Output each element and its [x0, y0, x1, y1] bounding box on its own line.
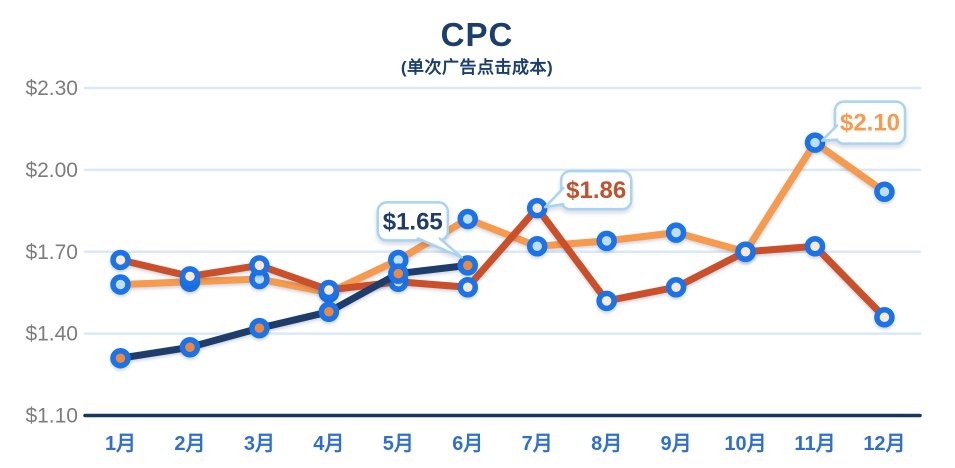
- callout-value-label: $1.65: [383, 208, 443, 235]
- data-point-dark-orange-line-12月: [874, 307, 895, 328]
- callout-value-label: $2.10: [840, 110, 900, 137]
- series-dark-orange-line: [110, 197, 895, 328]
- callout-$2.10: $2.10: [820, 100, 907, 145]
- data-point-navy-line-6月: [457, 255, 478, 276]
- series-navy-line: [110, 255, 478, 369]
- series-light-orange-line: [110, 132, 895, 303]
- callout-tail: [416, 237, 463, 259]
- callout-tail: [820, 124, 839, 142]
- callout-bubble: [833, 100, 907, 145]
- data-point-light-orange-line-8月: [596, 230, 617, 252]
- x-axis-month-label: 9月: [661, 433, 692, 455]
- data-point-dark-orange-line-8月: [596, 290, 617, 312]
- x-axis-month-label: 1月: [105, 433, 136, 455]
- x-axis-month-label: 12月: [863, 433, 905, 455]
- data-point-light-orange-line-6月: [457, 208, 478, 230]
- data-point-navy-line-5月: [388, 263, 409, 284]
- data-point-dark-orange-line-1月: [110, 249, 131, 271]
- data-point-dark-orange-line-7月: [526, 197, 548, 219]
- data-point-light-orange-line-9月: [665, 222, 687, 243]
- data-point-light-orange-line-11月: [804, 132, 826, 153]
- x-axis-month-label: 4月: [313, 433, 344, 455]
- x-axis-month-label: 2月: [174, 433, 205, 455]
- data-point-light-orange-line-7月: [526, 236, 548, 257]
- data-point-navy-line-2月: [179, 337, 201, 358]
- data-point-dark-orange-line-9月: [665, 276, 687, 298]
- x-axis-month-label: 8月: [591, 433, 622, 455]
- data-point-navy-line-4月: [318, 301, 340, 323]
- chart-header: CPC (单次广告点击成本): [401, 18, 553, 78]
- callout-bubble: [376, 201, 449, 242]
- callout-value-label: $1.86: [566, 177, 626, 204]
- data-point-dark-orange-line-11月: [804, 236, 826, 257]
- x-axis-month-label: 10月: [724, 433, 766, 455]
- data-point-dark-orange-line-6月: [457, 276, 478, 298]
- data-point-dark-orange-line-4月: [318, 279, 340, 301]
- x-axis-month-label: 5月: [383, 433, 414, 455]
- chart-subtitle: (单次广告点击成本): [400, 58, 554, 77]
- y-axis-tick-label: $2.00: [25, 159, 78, 182]
- series-line-navy-line: [117, 261, 472, 362]
- y-axis-tick-label: $1.70: [25, 241, 78, 264]
- y-axis-tick-label: $1.40: [25, 323, 78, 346]
- y-axis-tick-label: $1.10: [25, 405, 78, 428]
- y-axis-tick-label: $2.30: [25, 77, 78, 100]
- data-point-navy-line-3月: [249, 317, 270, 339]
- series-line-dark-orange-line: [117, 204, 888, 321]
- x-axis-month-label: 11月: [794, 433, 835, 455]
- x-axis-month-label: 3月: [244, 433, 275, 455]
- data-point-navy-line-1月: [110, 347, 131, 369]
- callout-$1.65: $1.65: [376, 201, 463, 259]
- series-line-light-orange-line: [117, 139, 888, 297]
- data-point-dark-orange-line-3月: [249, 255, 270, 276]
- x-axis-month-label: 7月: [522, 433, 553, 455]
- data-point-dark-orange-line-2月: [179, 266, 201, 287]
- data-point-light-orange-line-1月: [110, 274, 131, 295]
- callout-$1.86: $1.86: [543, 169, 633, 211]
- data-point-dark-orange-line-10月: [735, 241, 756, 262]
- data-point-light-orange-line-12月: [874, 181, 895, 202]
- x-axis-month-label: 6月: [452, 433, 483, 455]
- chart-title: CPC: [440, 16, 514, 53]
- callout-tail: [543, 186, 565, 209]
